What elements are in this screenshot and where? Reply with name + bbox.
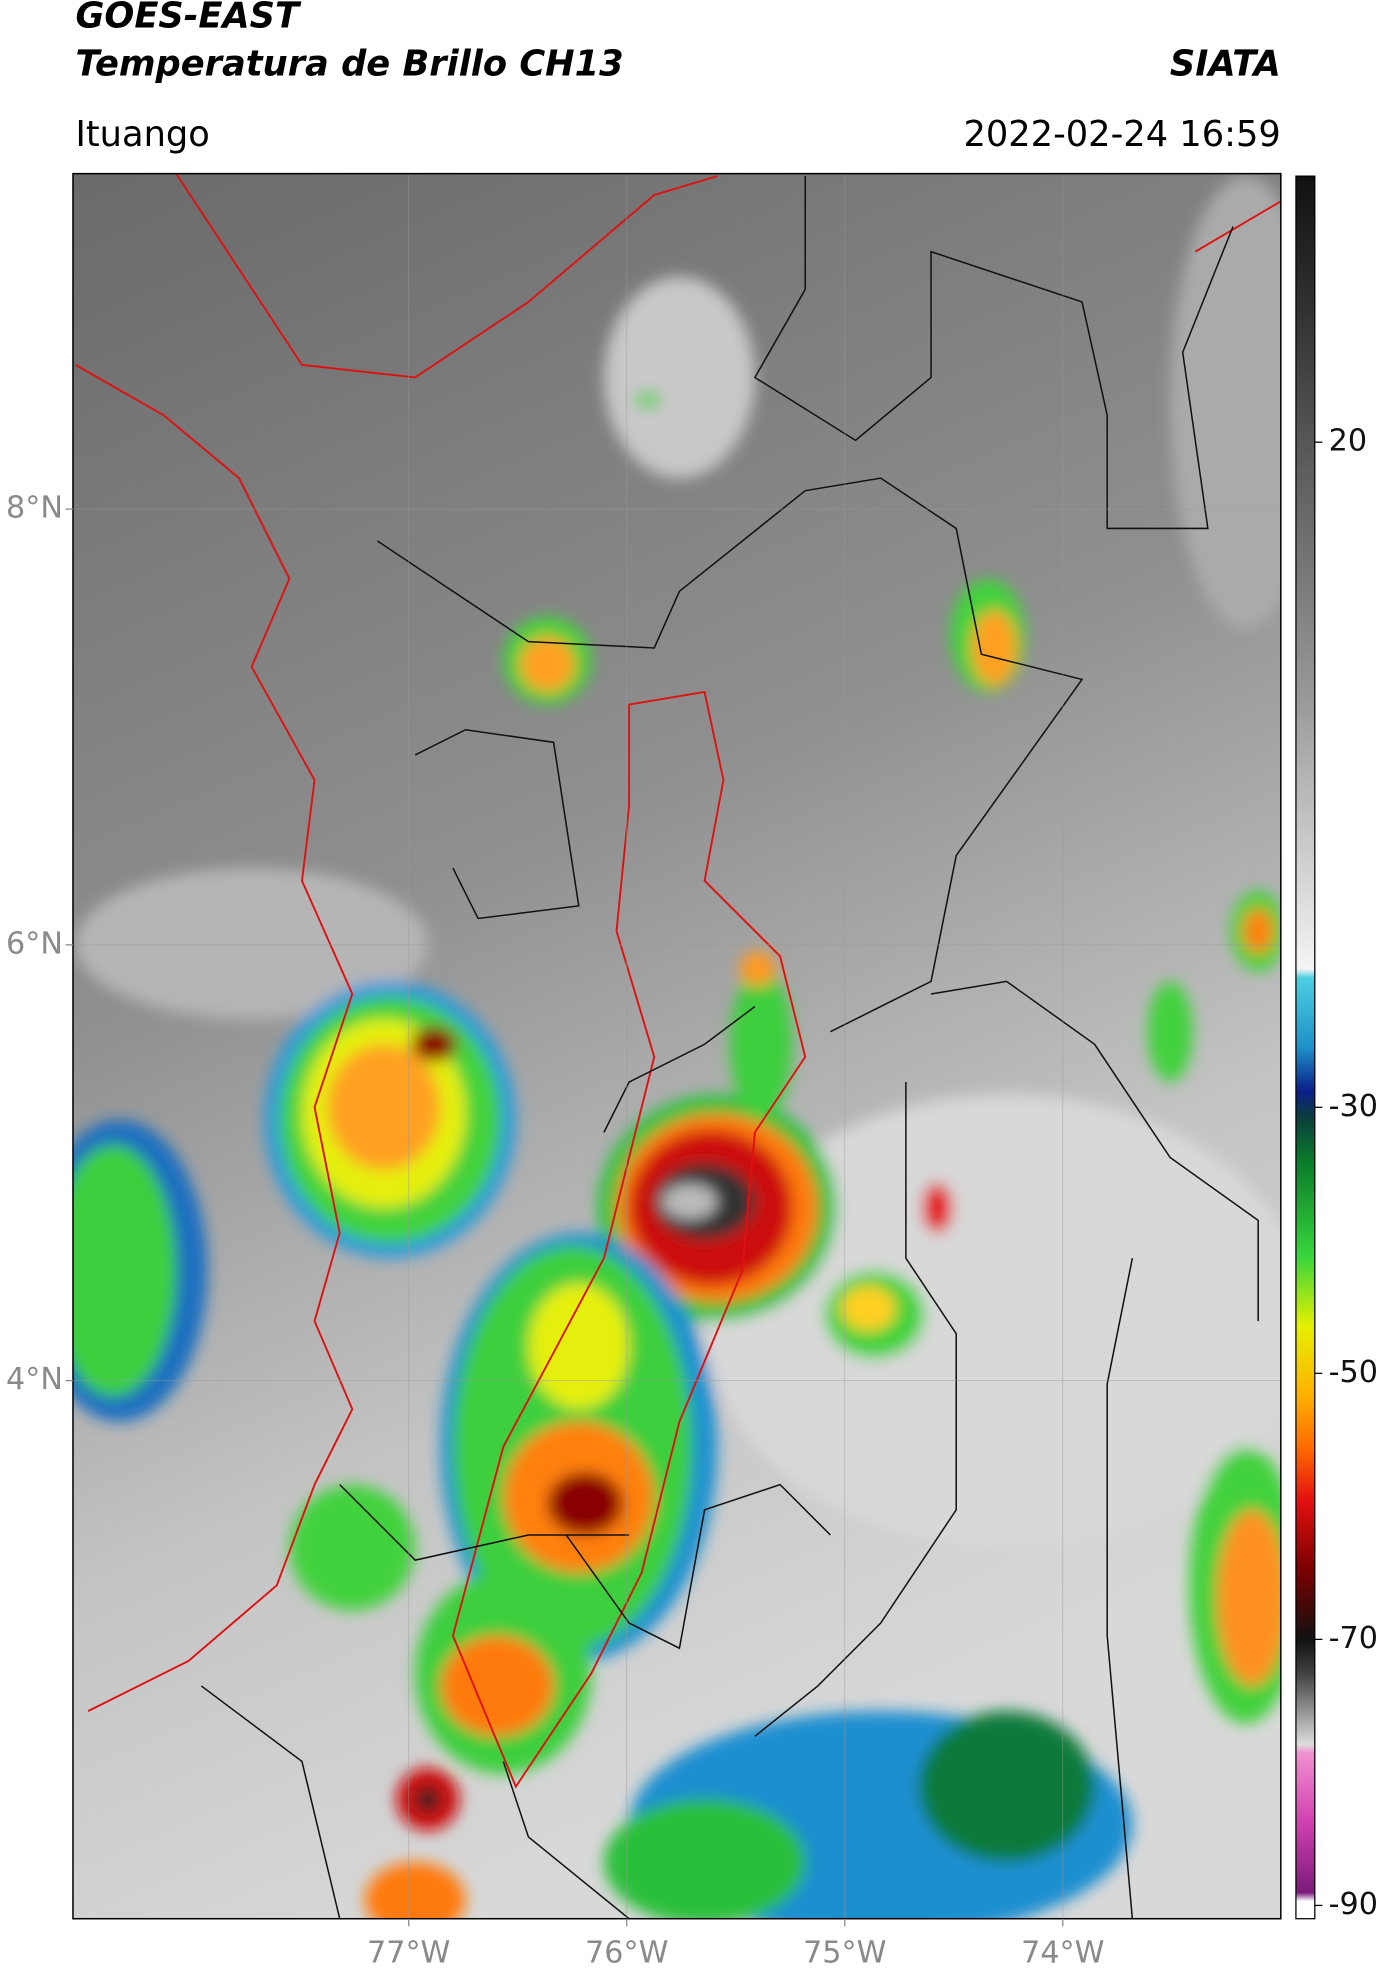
graticule [72, 173, 1281, 1919]
y-tick-label: 4°N [6, 1362, 63, 1397]
source: SIATA [1170, 43, 1281, 84]
y-tick-label: 8°N [6, 491, 63, 526]
colorbar [1295, 175, 1316, 1920]
colorbar-tick-label: 20 [1329, 424, 1367, 459]
title: GOES-EAST [75, 0, 302, 37]
colorbar-tick-label: -30 [1329, 1089, 1378, 1124]
location: Ituango [75, 114, 209, 155]
x-tick-label: 75°W [803, 1935, 886, 1970]
subtitle: Temperatura de Brillo CH13 [75, 43, 623, 84]
colorbar-tick-label: -50 [1329, 1355, 1378, 1390]
x-tick-label: 77°W [367, 1935, 450, 1970]
datetime: 2022-02-24 16:59 [963, 114, 1280, 155]
x-tick-label: 74°W [1021, 1935, 1104, 1970]
x-tick-label: 76°W [585, 1935, 668, 1970]
colorbar-tick-label: -70 [1329, 1621, 1378, 1656]
y-tick-label: 6°N [6, 926, 63, 961]
satellite-image [72, 173, 1281, 1919]
colorbar-tick-label: -90 [1329, 1887, 1378, 1922]
map-frame [72, 172, 1282, 1920]
